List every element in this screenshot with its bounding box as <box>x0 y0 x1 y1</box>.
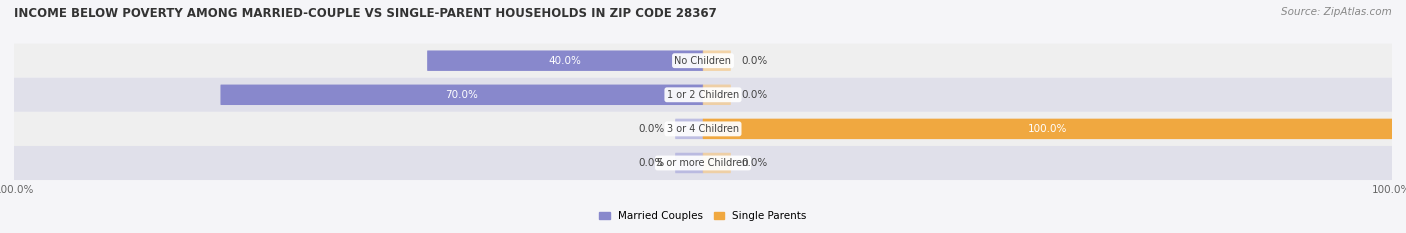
FancyBboxPatch shape <box>14 44 1392 78</box>
Text: No Children: No Children <box>675 56 731 66</box>
FancyBboxPatch shape <box>14 146 1392 180</box>
FancyBboxPatch shape <box>703 51 731 71</box>
Text: 5 or more Children: 5 or more Children <box>658 158 748 168</box>
Text: Source: ZipAtlas.com: Source: ZipAtlas.com <box>1281 7 1392 17</box>
Legend: Married Couples, Single Parents: Married Couples, Single Parents <box>595 207 811 226</box>
FancyBboxPatch shape <box>14 78 1392 112</box>
Text: 1 or 2 Children: 1 or 2 Children <box>666 90 740 100</box>
FancyBboxPatch shape <box>675 153 703 173</box>
FancyBboxPatch shape <box>703 85 731 105</box>
FancyBboxPatch shape <box>675 119 703 139</box>
FancyBboxPatch shape <box>703 153 731 173</box>
Text: 0.0%: 0.0% <box>638 124 665 134</box>
Text: 40.0%: 40.0% <box>548 56 582 66</box>
Text: 0.0%: 0.0% <box>741 56 768 66</box>
Text: 100.0%: 100.0% <box>1028 124 1067 134</box>
FancyBboxPatch shape <box>703 119 1392 139</box>
FancyBboxPatch shape <box>427 51 703 71</box>
Text: 70.0%: 70.0% <box>446 90 478 100</box>
Text: 0.0%: 0.0% <box>741 158 768 168</box>
FancyBboxPatch shape <box>14 112 1392 146</box>
Text: INCOME BELOW POVERTY AMONG MARRIED-COUPLE VS SINGLE-PARENT HOUSEHOLDS IN ZIP COD: INCOME BELOW POVERTY AMONG MARRIED-COUPL… <box>14 7 717 20</box>
Text: 0.0%: 0.0% <box>741 90 768 100</box>
Text: 0.0%: 0.0% <box>638 158 665 168</box>
Text: 3 or 4 Children: 3 or 4 Children <box>666 124 740 134</box>
FancyBboxPatch shape <box>221 85 703 105</box>
